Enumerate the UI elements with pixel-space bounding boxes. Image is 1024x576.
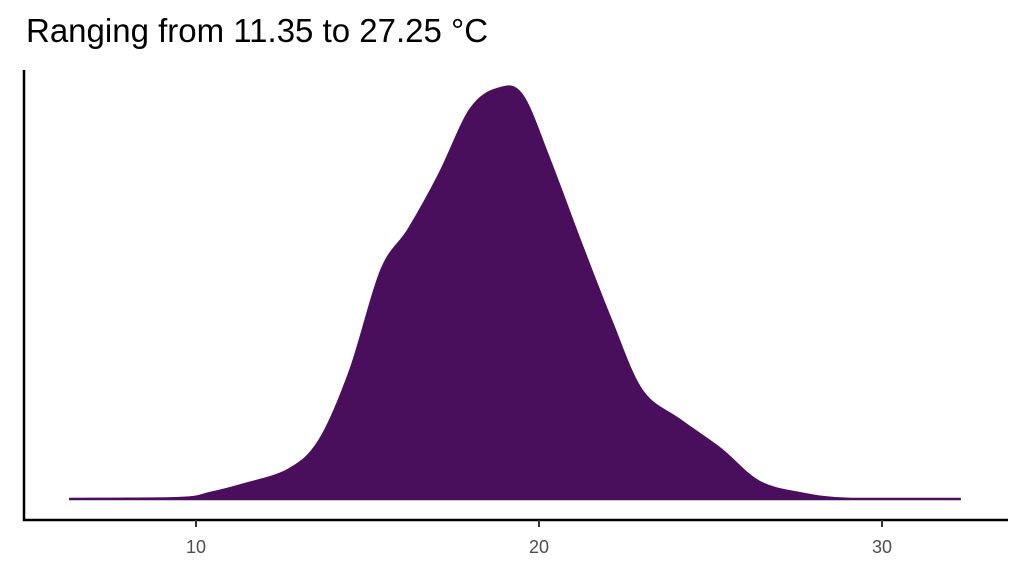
x-tick-label: 20 — [529, 537, 549, 557]
density-area — [69, 85, 961, 501]
x-tick-label: 10 — [186, 537, 206, 557]
x-tick-label: 30 — [872, 537, 892, 557]
x-axis-ticks: 10 20 30 — [186, 520, 892, 557]
chart-title: Ranging from 11.35 to 27.25 °C — [26, 12, 489, 49]
